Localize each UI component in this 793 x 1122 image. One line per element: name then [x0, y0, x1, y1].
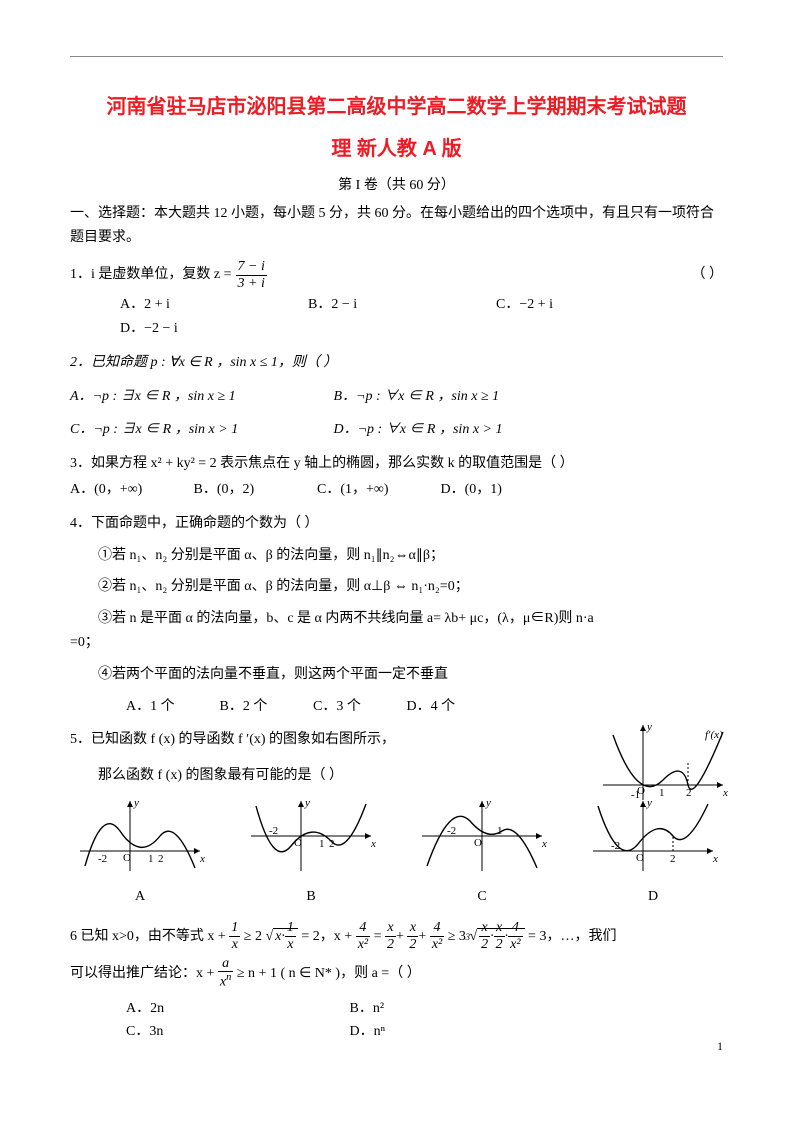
q4-optA: A．1 个: [126, 695, 216, 719]
top-border: [70, 56, 723, 57]
svg-text:O: O: [123, 852, 131, 864]
q6-eq1: = 2，x +: [301, 929, 352, 944]
svg-text:x: x: [712, 853, 718, 865]
q1-text: 1．i 是虚数单位，复数 z =: [70, 263, 232, 287]
q6-cbrt: 3√: [469, 929, 477, 944]
q1-optA: A．2 + i: [120, 293, 260, 317]
q6-l2a: 可以得出推广结论：x +: [70, 966, 214, 981]
sub-title: 理 新人教 A 版: [70, 132, 723, 166]
instructions: 一、选择题：本大题共 12 小题，每小题 5 分，共 60 分。在每小题给出的四…: [70, 202, 723, 250]
graph-C-label: C: [412, 885, 552, 909]
q3-options: A．(0，+∞) B．(0，2) C．(1，+∞) D．(0，1): [70, 478, 723, 502]
q4-optB: B．2 个: [220, 695, 310, 719]
question-6: 6 已知 x>0，由不等式 x + 1x ≥ 2 √x·1x = 2，x + 4…: [70, 919, 723, 954]
q6-frac5: 4x²: [430, 920, 444, 952]
svg-text:O: O: [294, 837, 302, 849]
question-5: 5．已知函数 f (x) 的导函数 f ′(x) 的图象如右图所示， 那么函数 …: [70, 728, 723, 788]
svg-text:x: x: [541, 838, 547, 850]
svg-text:2: 2: [686, 787, 692, 799]
q6-l2b: ≥ n + 1 ( n ∈ N* )，则 a =（ ）: [237, 966, 421, 981]
q6-ge2: ≥ 3: [448, 929, 466, 944]
q3-optA: A．(0，+∞): [70, 478, 190, 502]
section-label: 第 I 卷（共 60 分）: [70, 174, 723, 198]
graph-A: -2 O 2 1 x y A: [70, 796, 210, 909]
svg-text:O: O: [474, 837, 482, 849]
q6-prefix: 6 已知 x>0，由不等式 x +: [70, 929, 226, 944]
q1-optD: D．−2 − i: [120, 317, 178, 341]
q2-optC: C．¬p : ∃x ∈ R ，sin x > 1: [70, 418, 330, 442]
svg-text:f′(x): f′(x): [705, 729, 723, 741]
q4-optC: C．3 个: [313, 695, 403, 719]
graph-D-label: D: [583, 885, 723, 909]
q4-options: A．1 个 B．2 个 C．3 个 D．4 个: [70, 695, 723, 719]
svg-text:y: y: [485, 797, 491, 809]
q6-frac1: 1x: [229, 920, 240, 952]
graph-A-label: A: [70, 885, 210, 909]
q6-frac2: 4x²: [356, 920, 370, 952]
q6-optC: C．3n: [126, 1020, 346, 1044]
q6-frac3: x2: [385, 920, 396, 952]
svg-text:y: y: [133, 797, 139, 809]
svg-text:1: 1: [148, 853, 154, 865]
q2-row1: A．¬p : ∃x ∈ R ，sin x ≥ 1 B．¬p : ∀x ∈ R ，…: [70, 385, 723, 409]
question-2: 2．已知命题 p : ∀x ∈ R ，sin x ≤ 1，则（ ）: [70, 351, 723, 375]
q6-line2: 可以得出推广结论：x + axn ≥ n + 1 ( n ∈ N* )，则 a …: [70, 956, 723, 991]
q4-s3b: =0；: [70, 631, 723, 655]
q6-optD: D．nⁿ: [350, 1024, 386, 1039]
svg-text:-2: -2: [447, 825, 456, 837]
graph-B: -2 O 2 1 x y B: [241, 796, 381, 909]
main-title: 河南省驻马店市泌阳县第二高级中学高二数学上学期期末考试试题: [70, 90, 723, 124]
svg-text:2: 2: [329, 838, 335, 850]
svg-text:1: 1: [319, 838, 325, 850]
q6-options: A．2n B．n² C．3n D．nⁿ: [70, 997, 723, 1045]
q2-optA: A．¬p : ∃x ∈ R ，sin x ≥ 1: [70, 385, 330, 409]
svg-text:x: x: [199, 853, 205, 865]
svg-text:-2: -2: [98, 853, 107, 865]
graph-B-label: B: [241, 885, 381, 909]
q3-optC: C．(1，+∞): [317, 478, 437, 502]
q4-s3: ③若 n 是平面 α 的法向量，b、c 是 α 内两不共线向量 a= λb+ μ…: [70, 607, 723, 631]
svg-text:-2: -2: [269, 825, 278, 837]
svg-text:2: 2: [670, 853, 676, 865]
q2-optD: D．¬p : ∀x ∈ R ，sin x > 1: [334, 422, 503, 437]
svg-text:-2: -2: [611, 840, 620, 852]
q4-s4: ④若两个平面的法向量不垂直，则这两个平面一定不垂直: [70, 663, 723, 687]
q3-optD: D．(0，1): [441, 482, 502, 497]
q6-frac-a: axn: [218, 956, 233, 990]
q1-fraction: 7 − i 3 + i: [236, 259, 267, 291]
q1-optC: C．−2 + i: [496, 293, 636, 317]
question-1: 1．i 是虚数单位，复数 z = 7 − i 3 + i （ ）: [70, 259, 723, 291]
svg-text:x: x: [370, 838, 376, 850]
svg-text:1: 1: [659, 787, 665, 799]
q6-sqrt1-arg: x·1x: [273, 928, 298, 944]
q6-optA: A．2n: [126, 997, 346, 1021]
question-3: 3．如果方程 x² + ky² = 2 表示焦点在 y 轴上的椭圆，那么实数 k…: [70, 452, 723, 476]
q6-frac4: x2: [407, 920, 418, 952]
q6-optB: B．n²: [350, 1001, 385, 1016]
q4-optD: D．4 个: [407, 699, 456, 714]
svg-text:y: y: [304, 797, 310, 809]
q1-optB: B．2 − i: [308, 293, 448, 317]
graph-C: -2 O 1 x y C: [412, 796, 552, 909]
q3-optB: B．(0，2): [194, 478, 314, 502]
q6-ge1: ≥ 2: [244, 929, 262, 944]
svg-text:-1: -1: [631, 789, 640, 801]
q1-blank: （ ）: [692, 263, 724, 287]
svg-text:O: O: [636, 852, 644, 864]
q4-s1: ①若 n₁、n₂ 分别是平面 α、β 的法向量，则 n₁∥n₂⇔α∥β；: [70, 544, 723, 568]
page-number: 1: [717, 1036, 723, 1056]
svg-text:2: 2: [158, 853, 164, 865]
svg-text:1: 1: [497, 825, 503, 837]
q1-options: A．2 + i B．2 − i C．−2 + i D．−2 − i: [70, 293, 723, 341]
q6-cbrt-arg: x2·x2·4x²: [477, 928, 524, 944]
q2-row2: C．¬p : ∃x ∈ R ，sin x > 1 D．¬p : ∀x ∈ R ，…: [70, 418, 723, 442]
q2-optB: B．¬p : ∀x ∈ R ，sin x ≥ 1: [334, 389, 500, 404]
question-4: 4．下面命题中，正确命题的个数为（ ）: [70, 512, 723, 536]
q5-right-graph: O 1 2 -1 x y f′(x): [593, 720, 733, 817]
svg-text:y: y: [646, 721, 652, 733]
q4-s2: ②若 n₁、n₂ 分别是平面 α、β 的法向量，则 α⊥β ⇔ n₁·n₂=0；: [70, 575, 723, 599]
q6-eq2: = 3，…，我们: [528, 929, 616, 944]
svg-text:x: x: [722, 787, 728, 799]
